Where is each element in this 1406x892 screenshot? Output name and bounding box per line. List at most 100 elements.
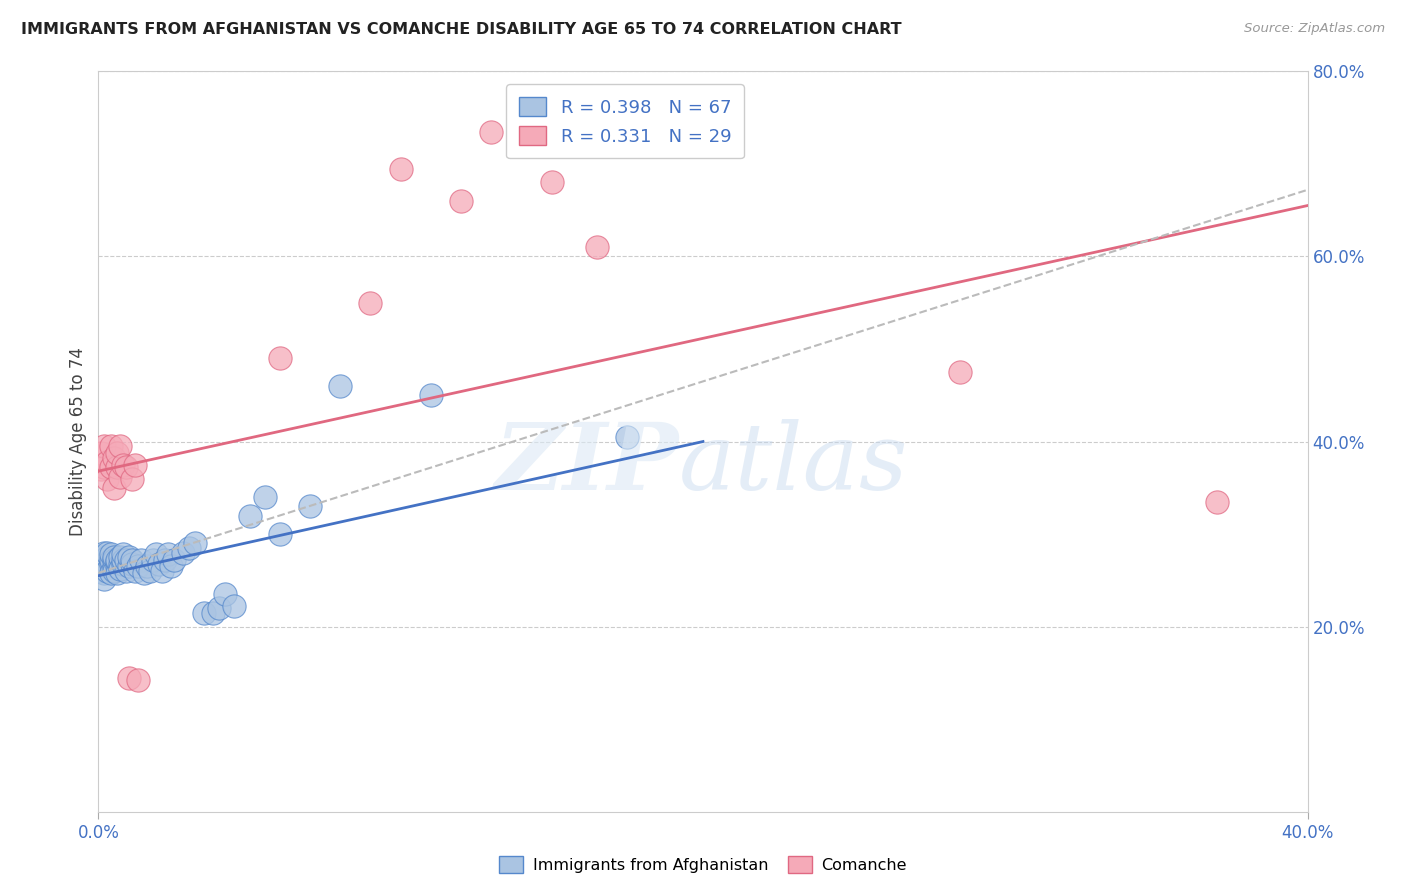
Point xyxy=(239,508,262,523)
Point xyxy=(96,564,118,578)
Point xyxy=(105,553,128,567)
Point xyxy=(96,455,118,469)
Point xyxy=(103,559,125,574)
Point xyxy=(145,548,167,562)
Point xyxy=(224,599,246,614)
Point xyxy=(93,566,115,580)
Point xyxy=(105,460,128,475)
Point xyxy=(127,559,149,574)
Point xyxy=(100,566,122,580)
Point xyxy=(156,548,179,562)
Point xyxy=(93,545,115,560)
Point xyxy=(96,550,118,565)
Point xyxy=(153,553,176,567)
Point xyxy=(108,550,131,565)
Text: atlas: atlas xyxy=(679,418,908,508)
Point xyxy=(172,545,194,560)
Point xyxy=(90,564,112,578)
Point xyxy=(111,548,134,562)
Point xyxy=(540,175,562,190)
Point xyxy=(96,555,118,569)
Point xyxy=(121,472,143,486)
Point xyxy=(90,445,112,459)
Point xyxy=(481,124,503,138)
Point xyxy=(118,559,141,574)
Point xyxy=(269,527,291,541)
Point xyxy=(93,460,115,475)
Point xyxy=(105,555,128,569)
Point xyxy=(105,566,128,580)
Point xyxy=(105,445,128,459)
Point xyxy=(108,469,131,483)
Point xyxy=(108,557,131,571)
Point xyxy=(269,351,291,366)
Point xyxy=(103,481,125,495)
Point xyxy=(184,536,207,550)
Point xyxy=(103,564,125,578)
Point xyxy=(139,564,162,578)
Point xyxy=(193,606,215,620)
Point xyxy=(111,557,134,571)
Point xyxy=(105,559,128,574)
Point xyxy=(450,194,472,208)
Point xyxy=(124,458,146,472)
Point xyxy=(114,564,136,578)
Point xyxy=(108,439,131,453)
Point xyxy=(118,671,141,685)
Point xyxy=(299,500,322,514)
Point xyxy=(93,439,115,453)
Point xyxy=(949,365,972,379)
Point xyxy=(90,555,112,569)
Point xyxy=(93,557,115,571)
Point xyxy=(160,559,183,574)
Point xyxy=(118,550,141,565)
Point xyxy=(135,559,157,574)
Point xyxy=(96,472,118,486)
Point xyxy=(202,606,225,620)
Point xyxy=(93,572,115,586)
Point xyxy=(90,550,112,565)
Point xyxy=(150,564,173,578)
Point xyxy=(100,460,122,475)
Point xyxy=(129,553,152,567)
Legend: R = 0.398   N = 67, R = 0.331   N = 29: R = 0.398 N = 67, R = 0.331 N = 29 xyxy=(506,84,744,158)
Point xyxy=(114,460,136,475)
Point xyxy=(103,451,125,466)
Point xyxy=(111,553,134,567)
Point xyxy=(179,541,201,555)
Point xyxy=(90,462,112,476)
Point xyxy=(111,458,134,472)
Point xyxy=(103,553,125,567)
Point xyxy=(90,559,112,574)
Point xyxy=(616,430,638,444)
Point xyxy=(253,490,276,504)
Point xyxy=(96,545,118,560)
Point xyxy=(108,562,131,576)
Point xyxy=(96,559,118,574)
Text: ZIP: ZIP xyxy=(495,418,679,508)
Point xyxy=(100,439,122,453)
Point xyxy=(389,161,412,176)
Text: Source: ZipAtlas.com: Source: ZipAtlas.com xyxy=(1244,22,1385,36)
Point xyxy=(114,553,136,567)
Legend: Immigrants from Afghanistan, Comanche: Immigrants from Afghanistan, Comanche xyxy=(494,849,912,880)
Point xyxy=(124,564,146,578)
Point xyxy=(100,553,122,567)
Point xyxy=(208,601,231,615)
Point xyxy=(121,557,143,571)
Point xyxy=(1206,494,1229,508)
Text: IMMIGRANTS FROM AFGHANISTAN VS COMANCHE DISABILITY AGE 65 TO 74 CORRELATION CHAR: IMMIGRANTS FROM AFGHANISTAN VS COMANCHE … xyxy=(21,22,901,37)
Point xyxy=(132,566,155,580)
Point xyxy=(586,240,609,254)
Point xyxy=(93,553,115,567)
Point xyxy=(420,388,443,402)
Point xyxy=(100,548,122,562)
Point xyxy=(103,550,125,565)
Point xyxy=(360,295,382,310)
Point xyxy=(214,587,236,601)
Point xyxy=(142,553,165,567)
Point xyxy=(148,557,170,571)
Point xyxy=(121,553,143,567)
Point xyxy=(163,553,186,567)
Point xyxy=(100,557,122,571)
